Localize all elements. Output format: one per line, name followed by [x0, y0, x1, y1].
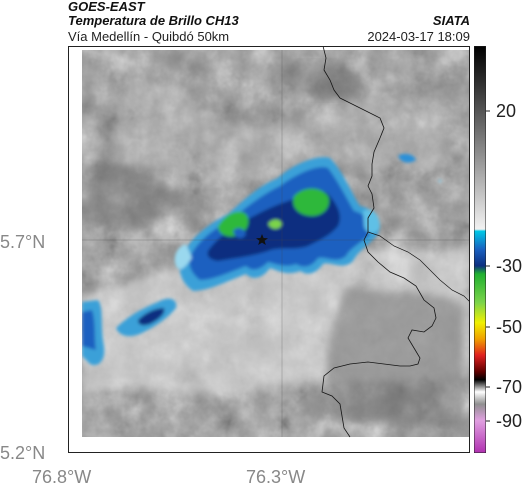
colorbar-tick-minus-90: -90 — [496, 411, 523, 431]
convective-clouds — [82, 153, 442, 366]
brightness-temperature-map — [68, 46, 470, 453]
lon-tick-76-8: 76.8°W — [32, 467, 92, 487]
lon-tick-76-3: 76.3°W — [246, 467, 306, 487]
temperature-colorbar — [474, 46, 486, 453]
datetime-label: 2024-03-17 18:09 — [367, 29, 470, 44]
colorbar-tick-marks — [486, 110, 490, 422]
product-title: Temperatura de Brillo CH13 — [68, 13, 239, 28]
lat-tick-5-2: 5.2°N — [0, 443, 46, 463]
colorbar-tick-minus-30: -30 — [496, 256, 523, 276]
boundary-line — [321, 46, 437, 438]
source-label: SIATA — [432, 13, 470, 28]
colorbar-tick-minus-70: -70 — [496, 377, 523, 397]
colorbar-tick-minus-50: -50 — [496, 317, 523, 337]
region-label: Vía Medellín - Quibdó 50km — [68, 29, 230, 44]
location-star-icon — [256, 234, 268, 245]
satellite-title: GOES-EAST — [68, 0, 145, 14]
colorbar-tick-20: 20 — [496, 101, 517, 121]
lat-tick-5-7: 5.7°N — [0, 232, 46, 252]
